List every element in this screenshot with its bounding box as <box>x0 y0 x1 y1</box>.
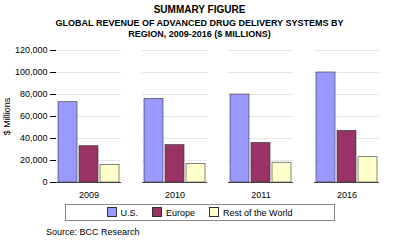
svg-text:0: 0 <box>42 177 47 187</box>
svg-text:120,000: 120,000 <box>15 45 48 55</box>
html-text:GLOBAL REVENUE OF ADVANCED DRU: GLOBAL REVENUE OF ADVANCED DRUG DELIVERY… <box>55 18 344 39</box>
svg-text:40,000: 40,000 <box>20 133 48 143</box>
svg-text:60,000: 60,000 <box>20 111 48 121</box>
html-text:Source: BCC Research: Source: BCC Research <box>46 227 140 237</box>
svg-text:$ Millions: $ Millions <box>2 97 12 135</box>
svg-text:100,000: 100,000 <box>15 67 48 77</box>
svg-text:2011: 2011 <box>251 190 270 200</box>
html-text:Europe: Europe <box>166 208 196 218</box>
svg-text:20,000: 20,000 <box>20 155 48 165</box>
svg-text:2010: 2010 <box>165 190 185 200</box>
html-text:SUMMARY FIGURE: SUMMARY FIGURE <box>153 4 246 15</box>
html-text:Rest of the World: Rest of the World <box>223 208 293 218</box>
html-text:U.S.: U.S. <box>120 208 138 218</box>
svg-text:2016: 2016 <box>337 190 357 200</box>
svg-text:80,000: 80,000 <box>20 89 48 99</box>
svg-text:2009: 2009 <box>79 190 99 200</box>
